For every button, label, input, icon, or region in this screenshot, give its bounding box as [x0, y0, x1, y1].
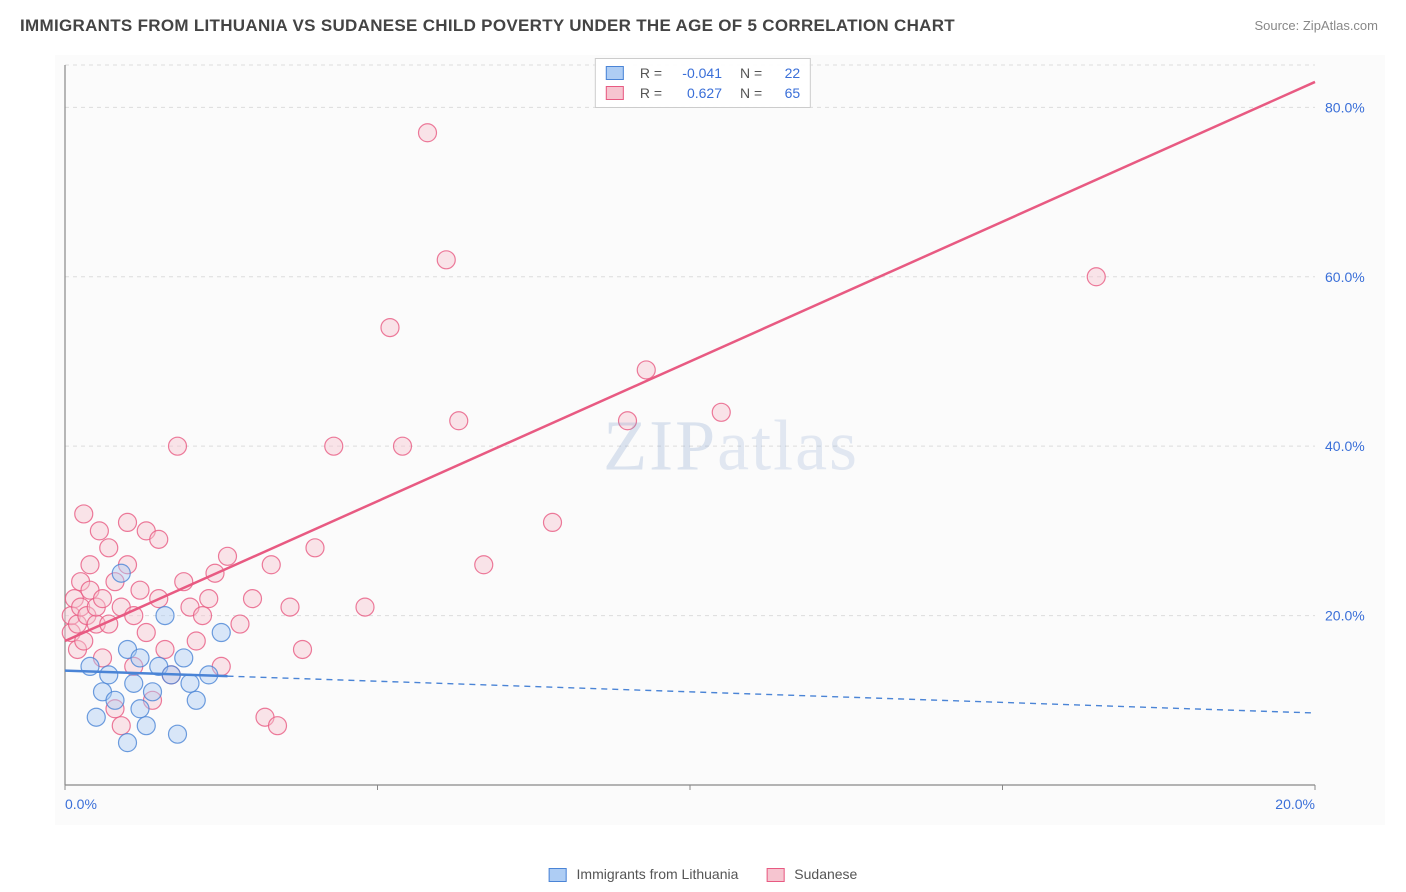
source-attribution: Source: ZipAtlas.com — [1254, 18, 1378, 33]
chart-plot-area: 20.0% 40.0% 60.0% 80.0% 0.0% 20.0% — [55, 55, 1385, 825]
correlation-stats-box: R = -0.041 N = 22 R = 0.627 N = 65 — [595, 58, 811, 108]
r-label: R = — [640, 85, 662, 101]
source-name: ZipAtlas.com — [1303, 18, 1378, 33]
r-label: R = — [640, 65, 662, 81]
source-prefix: Source: — [1254, 18, 1302, 33]
legend-swatch-series1 — [549, 868, 567, 882]
r-value-series1: -0.041 — [672, 65, 722, 81]
stats-swatch-series2 — [606, 86, 624, 100]
stats-row-series1: R = -0.041 N = 22 — [606, 63, 800, 83]
legend-swatch-series2 — [766, 868, 784, 882]
legend-label-series2: Sudanese — [794, 866, 857, 882]
n-label: N = — [740, 65, 762, 81]
legend-item-series2: Sudanese — [766, 866, 857, 882]
chart-title: IMMIGRANTS FROM LITHUANIA VS SUDANESE CH… — [20, 16, 955, 36]
stats-swatch-series1 — [606, 66, 624, 80]
chart-svg: 20.0% 40.0% 60.0% 80.0% 0.0% 20.0% — [55, 55, 1385, 825]
legend-item-series1: Immigrants from Lithuania — [549, 866, 739, 882]
svg-text:60.0%: 60.0% — [1325, 269, 1365, 285]
svg-text:20.0%: 20.0% — [1275, 796, 1315, 812]
svg-text:80.0%: 80.0% — [1325, 99, 1365, 115]
stats-row-series2: R = 0.627 N = 65 — [606, 83, 800, 103]
legend-label-series1: Immigrants from Lithuania — [577, 866, 739, 882]
bottom-legend: Immigrants from Lithuania Sudanese — [549, 866, 858, 882]
svg-text:0.0%: 0.0% — [65, 796, 97, 812]
n-label: N = — [740, 85, 762, 101]
n-value-series2: 65 — [772, 85, 800, 101]
n-value-series1: 22 — [772, 65, 800, 81]
svg-text:40.0%: 40.0% — [1325, 438, 1365, 454]
r-value-series2: 0.627 — [672, 85, 722, 101]
svg-text:20.0%: 20.0% — [1325, 608, 1365, 624]
